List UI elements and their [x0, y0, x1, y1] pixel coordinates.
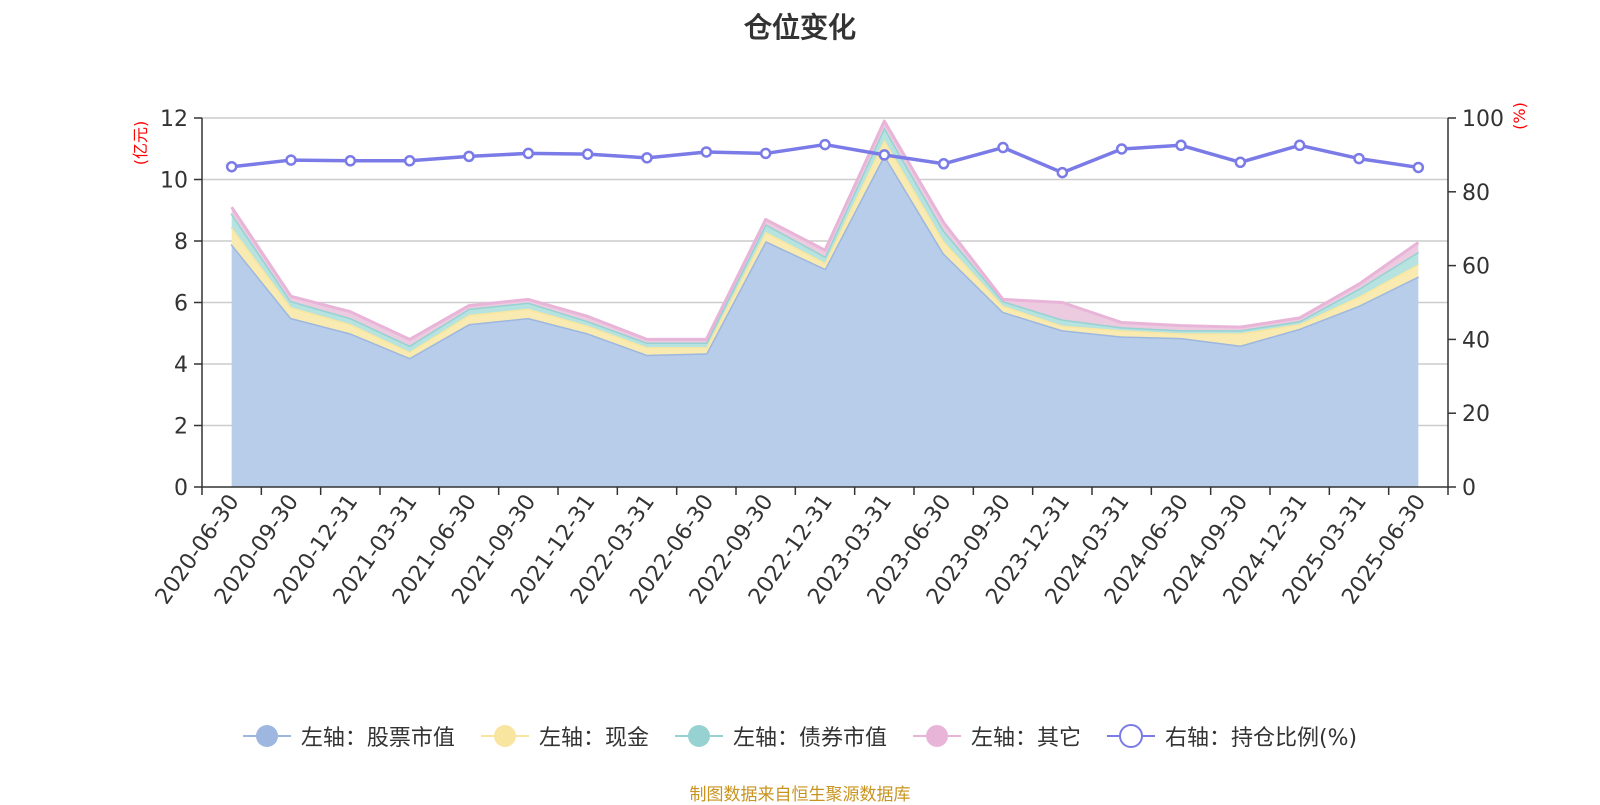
- legend-marker-icon: [242, 725, 291, 747]
- ratio-point: [1234, 156, 1247, 169]
- right-tick-label: 60: [1462, 255, 1490, 280]
- chart-title: 仓位变化: [743, 11, 856, 44]
- ratio-point: [700, 146, 713, 158]
- legend-label: 左轴：现金: [538, 726, 649, 751]
- legend-label: 左轴：其它: [970, 726, 1081, 751]
- ratio-point: [463, 150, 475, 163]
- area-左轴：股票市值: [231, 154, 1419, 487]
- ratio-point: [285, 154, 297, 166]
- ratio-point: [997, 141, 1009, 154]
- legend-label: 左轴：债券市值: [732, 726, 887, 751]
- right-tick-label: 100: [1462, 107, 1504, 132]
- left-axis-unit: (亿元): [131, 121, 150, 166]
- ratio-point: [1056, 166, 1069, 179]
- left-tick-label: 12: [160, 107, 188, 132]
- left-tick-label: 8: [174, 230, 188, 255]
- legend-item[interactable]: 左轴：现金: [480, 720, 649, 752]
- right-tick-label: 0: [1462, 476, 1476, 501]
- ratio-line: [225, 138, 1425, 179]
- ratio-point: [1175, 139, 1187, 152]
- ratio-point: [403, 155, 416, 167]
- ratio-point: [641, 152, 653, 164]
- ratio-point: [1412, 161, 1425, 174]
- ratio-point: [225, 160, 238, 173]
- right-tick-label: 80: [1462, 181, 1490, 206]
- ratio-point: [819, 138, 831, 151]
- ratio-point: [1293, 139, 1306, 152]
- left-tick-label: 2: [174, 415, 188, 440]
- ratio-point: [581, 148, 594, 160]
- legend: 左轴：股票市值 左轴：现金 左轴：债券市值 左轴：其它 右轴：持仓比例(%): [0, 720, 1600, 752]
- ratio-point: [344, 155, 357, 167]
- legend-label: 右轴：持仓比例(%): [1164, 726, 1358, 751]
- ratio-point: [522, 147, 535, 160]
- left-tick-label: 10: [160, 169, 188, 194]
- ratio-point: [937, 158, 950, 170]
- legend-item[interactable]: 左轴：债券市值: [674, 720, 887, 752]
- left-tick-label: 6: [174, 292, 188, 317]
- stacked-areas: [230, 119, 1420, 487]
- ratio-point: [759, 147, 772, 160]
- legend-marker-icon: [912, 725, 961, 747]
- ratio-point: [1115, 143, 1128, 155]
- area-edge-左轴：其它: [230, 119, 1420, 341]
- source-note: 制图数据来自恒生聚源数据库: [689, 785, 911, 805]
- right-tick-label: 20: [1462, 402, 1490, 427]
- ratio-point: [1353, 152, 1365, 165]
- right-axis-unit: (%): [1510, 102, 1529, 130]
- legend-marker-icon: [674, 725, 723, 747]
- left-tick-label: 4: [174, 353, 188, 378]
- right-tick-label: 40: [1462, 328, 1490, 353]
- legend-item[interactable]: 右轴：持仓比例(%): [1106, 720, 1358, 752]
- legend-item[interactable]: 左轴：股票市值: [242, 720, 455, 752]
- left-tick-label: 0: [174, 476, 188, 501]
- legend-marker-icon: [480, 725, 529, 747]
- ratio-point: [878, 149, 891, 161]
- legend-label: 左轴：股票市值: [300, 726, 455, 751]
- legend-marker-icon: [1106, 724, 1155, 748]
- legend-item[interactable]: 左轴：其它: [912, 720, 1081, 752]
